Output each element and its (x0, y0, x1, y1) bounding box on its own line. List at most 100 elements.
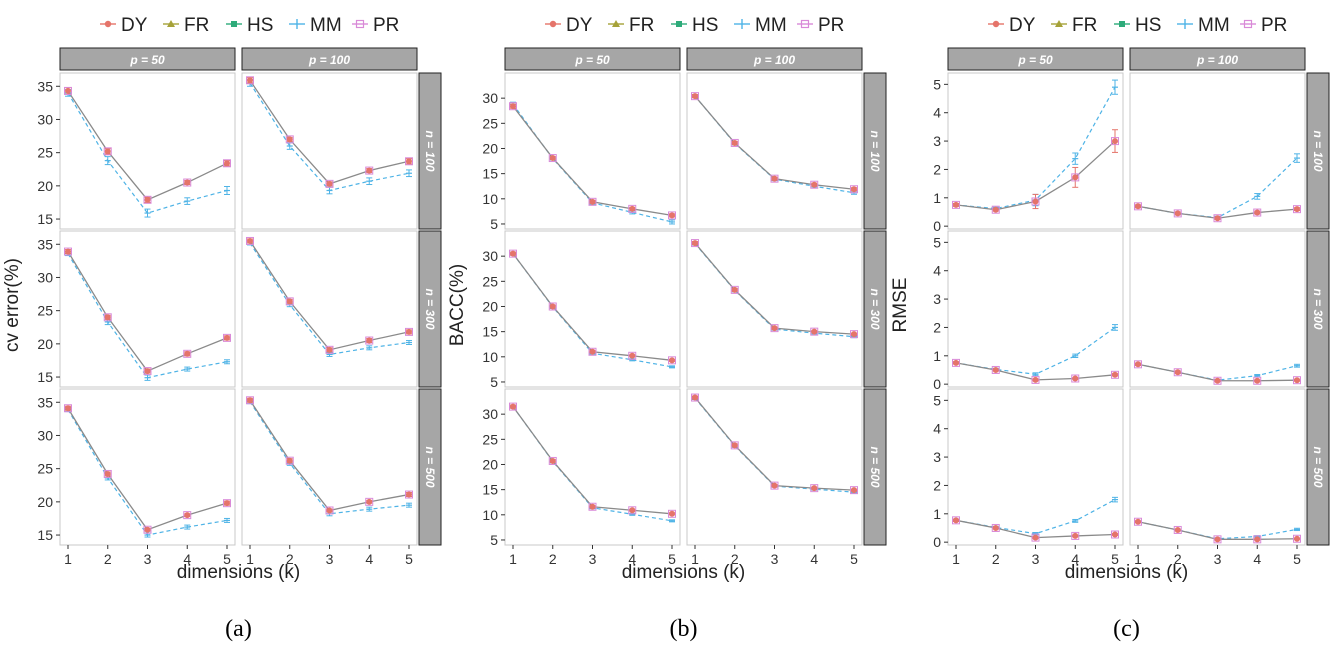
dy-point (851, 186, 857, 193)
panel-frame (59, 230, 236, 388)
y-tick-label: 30 (37, 111, 53, 127)
dy-point (549, 303, 556, 310)
panel-frame (1129, 230, 1306, 388)
y-tick-label: 35 (37, 394, 53, 410)
y-tick-label: 15 (482, 166, 498, 182)
strip-n-label: n = 500 (1311, 446, 1325, 487)
y-tick-label: 4 (933, 105, 941, 121)
pr-point (730, 138, 739, 147)
y-tick-label: 10 (482, 507, 498, 523)
dy-point (669, 510, 675, 517)
x-tick-label: 4 (1071, 551, 1079, 567)
dy-point (65, 87, 71, 94)
dy-point (1135, 361, 1141, 368)
x-tick-label: 5 (1293, 551, 1301, 567)
y-tick-label: 20 (37, 178, 53, 194)
pr-point (365, 166, 374, 175)
panel: 0 1 2 3 4 5 (933, 230, 1124, 392)
dy-point (184, 512, 191, 519)
legend-label: HS (1135, 15, 1161, 36)
legend-key-boxed (1243, 19, 1253, 29)
panel (241, 72, 418, 230)
x-tick-label: 3 (1214, 551, 1222, 567)
dy-point (144, 526, 151, 533)
legend-item-pr: PR (352, 15, 399, 36)
dy-point (669, 357, 675, 364)
dy-point (286, 457, 293, 464)
dy-point (731, 139, 738, 146)
legend-label: FR (629, 15, 654, 36)
dy-point (1254, 377, 1261, 384)
dy-point (1072, 174, 1079, 181)
y-tick-label: 2 (933, 319, 941, 335)
dy-point (1174, 210, 1181, 217)
dy-point (144, 368, 151, 375)
dy-point (851, 331, 857, 338)
dy-point (1214, 377, 1221, 384)
pr-point (1253, 208, 1262, 217)
y-tick-label: 3 (933, 133, 941, 149)
y-tick-label: 15 (37, 369, 53, 385)
y-tick-label: 5 (490, 532, 498, 548)
pr-point (668, 509, 676, 518)
panel: 15 20 25 30 35 1 2 3 4 5 (37, 388, 236, 567)
pr-point (1213, 214, 1222, 223)
dy-point (65, 405, 71, 412)
panel-frame (241, 388, 418, 546)
panel: 15 20 25 30 35 (37, 72, 236, 230)
dy-point (1294, 377, 1300, 384)
pr-point (325, 506, 334, 515)
y-tick-label: 15 (482, 482, 498, 498)
pr-point (509, 402, 517, 411)
dy-point (1174, 526, 1181, 533)
pr-point (509, 249, 517, 258)
dy-point (1294, 206, 1300, 213)
pr-point (810, 484, 819, 493)
dy-point (184, 350, 191, 357)
pr-point (952, 516, 960, 525)
x-tick-label: 5 (668, 551, 676, 567)
panel-frame (504, 388, 681, 546)
legend-label: PR (818, 15, 844, 36)
y-tick-label: 0 (933, 534, 941, 550)
y-axis-label: RMSE (890, 278, 911, 333)
y-tick-label: 20 (482, 298, 498, 314)
dy-point (510, 250, 516, 257)
pr-point (850, 330, 858, 339)
legend-key-triangle (612, 20, 620, 27)
y-tick-label: 3 (933, 449, 941, 465)
strip-p-label: p = 50 (1017, 53, 1053, 67)
strip-p-label: p = 50 (129, 53, 165, 67)
x-tick-label: 1 (509, 551, 517, 567)
strip-n-box (418, 72, 442, 230)
pr-point (1173, 368, 1182, 377)
dy-point (549, 155, 556, 162)
strip-n-box (863, 230, 887, 388)
legend-key-triangle (1055, 20, 1063, 27)
dy-point (1072, 375, 1079, 382)
dy-point (65, 248, 71, 255)
dy-point (104, 470, 111, 477)
x-tick-label: 2 (1174, 551, 1182, 567)
legend-item-hs: HS (671, 15, 718, 36)
dy-point (247, 237, 253, 244)
dy-point (589, 198, 596, 205)
legend-label: DY (566, 15, 593, 36)
x-tick-label: 3 (1032, 551, 1040, 567)
pr-point (991, 205, 1000, 214)
subfigure-caption: (b) (670, 616, 698, 642)
x-tick-label: 2 (992, 551, 1000, 567)
dy-point (811, 328, 818, 335)
pr-point (1071, 531, 1080, 540)
x-tick-label: 2 (286, 551, 294, 567)
pr-point (730, 441, 739, 450)
pr-point (691, 393, 699, 402)
panel-frame (241, 230, 418, 388)
y-tick-label: 4 (933, 263, 941, 279)
strip-n-box (1306, 72, 1330, 230)
dy-point (811, 485, 818, 492)
pr-point (548, 154, 557, 163)
x-tick-label: 1 (246, 551, 254, 567)
y-tick-label: 30 (482, 406, 498, 422)
